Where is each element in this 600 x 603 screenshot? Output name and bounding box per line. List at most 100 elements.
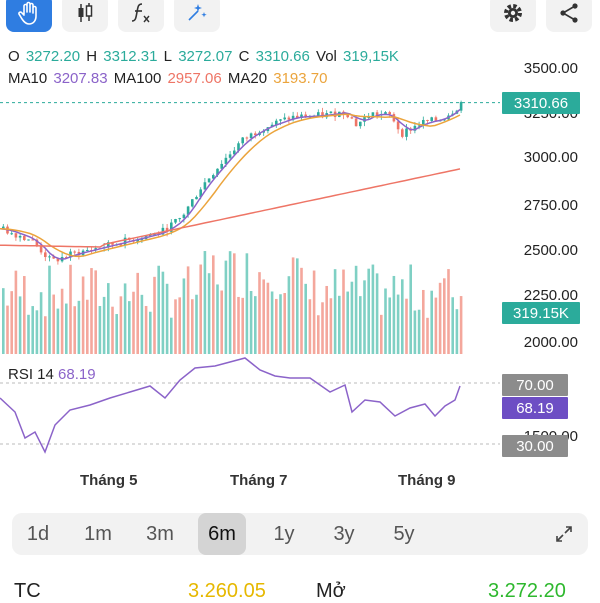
volume-bar bbox=[157, 265, 160, 354]
rsi-current: 68.19 bbox=[58, 366, 96, 383]
volume-bar bbox=[371, 264, 375, 354]
range-6m[interactable]: 6m bbox=[198, 513, 246, 555]
volume-bar bbox=[123, 283, 127, 354]
volume-bar bbox=[233, 253, 236, 354]
volume-badge: 319.15K bbox=[502, 302, 580, 324]
range-5y[interactable]: 5y bbox=[393, 522, 415, 545]
candle-body bbox=[119, 244, 123, 246]
candle-body bbox=[346, 114, 349, 118]
volume-bar bbox=[186, 266, 190, 354]
candles-button[interactable] bbox=[62, 0, 108, 32]
function-icon bbox=[131, 3, 150, 23]
candle-body bbox=[56, 258, 60, 262]
candle-body bbox=[52, 256, 55, 259]
volume-bar bbox=[77, 300, 81, 354]
volume-bar bbox=[178, 297, 181, 354]
rsi-line bbox=[0, 357, 461, 454]
volume-bar bbox=[161, 271, 165, 354]
close-value: 3310.66 bbox=[255, 48, 310, 65]
volume-bar bbox=[346, 291, 349, 354]
candle-body bbox=[291, 115, 295, 120]
candle-body bbox=[203, 182, 207, 190]
gear-icon bbox=[504, 4, 522, 22]
volume-bar bbox=[300, 267, 303, 354]
candle-body bbox=[254, 133, 257, 136]
open-summary-value: 3.272.20 bbox=[488, 580, 566, 602]
volume-bar bbox=[56, 308, 60, 354]
range-3m[interactable]: 3m bbox=[146, 522, 174, 545]
range-1y[interactable]: 1y bbox=[273, 522, 295, 545]
volume-label: Vol bbox=[316, 48, 337, 65]
high-label: H bbox=[86, 48, 98, 65]
hand-tool-button[interactable] bbox=[6, 0, 52, 32]
price-tick-2: 3000.00 bbox=[523, 149, 578, 166]
volume-bar bbox=[375, 273, 379, 354]
candle-body bbox=[459, 102, 463, 111]
share-icon bbox=[560, 3, 578, 23]
volume-bar bbox=[266, 282, 270, 354]
low-label: L bbox=[163, 48, 173, 65]
volume-bar bbox=[94, 270, 97, 354]
rsi-upper-badge: 70.00 bbox=[502, 374, 568, 396]
candle-body bbox=[48, 256, 51, 258]
candle-body bbox=[287, 117, 291, 120]
candle-body bbox=[375, 112, 379, 116]
candles-icon bbox=[78, 3, 93, 22]
low-value: 3272.07 bbox=[178, 48, 233, 65]
function-button[interactable] bbox=[118, 0, 164, 32]
candle-body bbox=[170, 222, 173, 232]
volume-bar bbox=[165, 283, 169, 354]
candle-body bbox=[107, 242, 110, 248]
ma10-line bbox=[0, 108, 461, 260]
volume-bar bbox=[31, 306, 34, 354]
candle-body bbox=[430, 117, 433, 121]
ma-line: MA10 3207.83 MA100 2957.06 MA20 3193.70 bbox=[8, 70, 329, 87]
candle-body bbox=[237, 143, 240, 151]
volume-bar bbox=[459, 296, 463, 354]
volume-bar bbox=[417, 309, 421, 354]
volume-bar bbox=[128, 301, 131, 354]
candle-body bbox=[317, 112, 320, 116]
sparkle-icon bbox=[188, 4, 207, 21]
candle-body bbox=[111, 242, 114, 245]
indicator-button[interactable] bbox=[174, 0, 220, 32]
volume-bar bbox=[191, 299, 194, 354]
candle-body bbox=[27, 239, 30, 241]
volume-bar bbox=[102, 296, 106, 354]
volume-bar bbox=[447, 269, 450, 354]
volume-bar bbox=[153, 276, 156, 354]
range-1m[interactable]: 1m bbox=[84, 522, 112, 545]
price-chart[interactable] bbox=[0, 0, 600, 470]
candle-body bbox=[199, 189, 202, 197]
fullscreen-button[interactable] bbox=[544, 513, 584, 555]
ma20-line bbox=[0, 113, 461, 258]
volume-bar bbox=[325, 285, 328, 354]
ma20-label: MA20 bbox=[227, 70, 268, 87]
volume-value: 319,15K bbox=[343, 48, 399, 65]
candle-body bbox=[405, 128, 408, 137]
volume-bar bbox=[451, 297, 454, 354]
candle-body bbox=[283, 117, 286, 120]
volume-bar bbox=[438, 282, 442, 354]
price-tick-3: 2750.00 bbox=[523, 197, 578, 214]
volume-bar bbox=[98, 306, 102, 354]
volume-bar bbox=[333, 269, 337, 354]
volume-bar bbox=[455, 309, 459, 354]
candle-body bbox=[426, 119, 429, 121]
range-1d[interactable]: 1d bbox=[26, 522, 50, 545]
ma10-label: MA10 bbox=[8, 70, 48, 87]
volume-bar bbox=[27, 314, 30, 354]
volume-bar bbox=[291, 257, 295, 354]
share-button[interactable] bbox=[546, 0, 592, 32]
range-3y[interactable]: 3y bbox=[333, 522, 355, 545]
volume-bar bbox=[262, 279, 265, 354]
volume-bar bbox=[220, 290, 223, 354]
candle-body bbox=[191, 199, 194, 207]
settings-button[interactable] bbox=[490, 0, 536, 32]
rsi-value-badge: 68.19 bbox=[502, 397, 568, 419]
volume-bar bbox=[174, 299, 177, 354]
candle-body bbox=[417, 125, 421, 127]
volume-bar bbox=[367, 268, 370, 354]
candle-body bbox=[359, 121, 362, 127]
candle-body bbox=[300, 114, 303, 118]
